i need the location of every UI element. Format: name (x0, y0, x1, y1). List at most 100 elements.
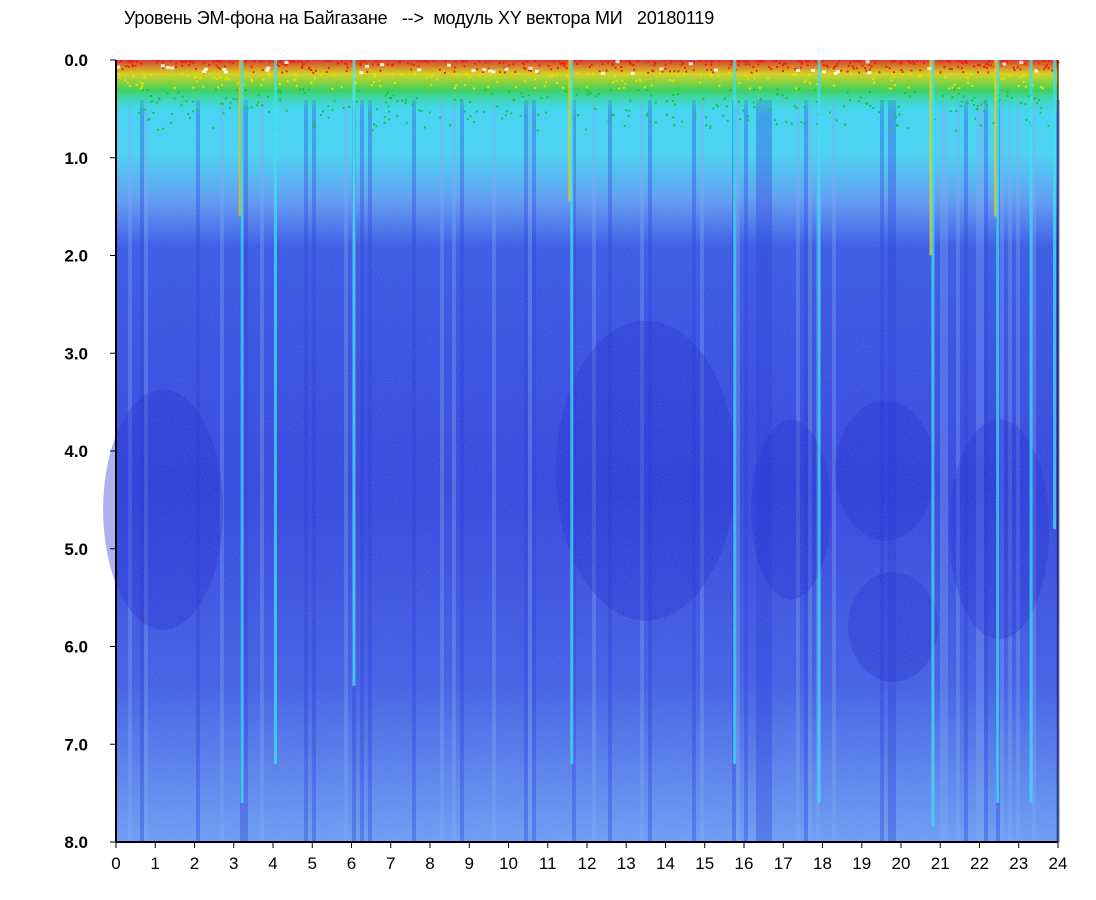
x-tick-label: 23 (1009, 854, 1028, 873)
heatmap-hot-pixel (614, 75, 617, 78)
heatmap-hot-pixel (718, 84, 721, 87)
y-tick-label: 7.0 (64, 735, 88, 754)
heatmap-hot-pixel (327, 116, 330, 119)
heatmap-hot-pixel (600, 60, 603, 63)
heatmap-hot-pixel (546, 60, 549, 62)
heatmap-hot-pixel (469, 115, 472, 118)
heatmap-hot-pixel (1017, 85, 1020, 87)
heatmap-hot-pixel (250, 78, 253, 81)
heatmap-hot-pixel (963, 60, 966, 63)
heatmap-hot-pixel (969, 72, 972, 75)
heatmap-hot-pixel (894, 60, 896, 63)
heatmap-hot-pixel (525, 60, 528, 63)
heatmap-hot-pixel (140, 62, 143, 65)
heatmap-fleck (528, 66, 533, 70)
heatmap-hot-pixel (949, 110, 952, 113)
x-tick-label: 22 (970, 854, 989, 873)
heatmap-hot-pixel (348, 106, 351, 108)
heatmap-hot-pixel (1044, 66, 1047, 68)
heatmap-hot-pixel (888, 121, 891, 124)
heatmap-hot-pixel (306, 60, 309, 63)
heatmap-hot-pixel (224, 65, 227, 68)
heatmap-hot-pixel (188, 64, 191, 67)
heatmap-hot-pixel (199, 77, 202, 79)
heatmap-hot-pixel (749, 74, 752, 77)
heatmap-hot-pixel (799, 60, 801, 63)
heatmap-hot-pixel (293, 60, 296, 63)
heatmap-hot-pixel (156, 101, 158, 104)
heatmap-hot-pixel (329, 60, 332, 62)
heatmap-hot-pixel (150, 100, 153, 103)
heatmap-hot-pixel (521, 61, 524, 64)
heatmap-hot-pixel (919, 74, 922, 77)
heatmap-hot-pixel (152, 112, 155, 114)
heatmap-hot-pixel (948, 87, 951, 90)
heatmap-streak (1053, 60, 1057, 530)
heatmap-hot-pixel (484, 61, 487, 64)
heatmap-hot-pixel (803, 122, 806, 125)
heatmap-hot-pixel (394, 82, 396, 84)
heatmap-hot-pixel (712, 71, 715, 74)
heatmap-hot-pixel (299, 88, 301, 91)
heatmap-hot-pixel (565, 90, 568, 93)
heatmap-hot-pixel (890, 79, 893, 82)
heatmap-streak (994, 60, 998, 217)
heatmap-hot-pixel (132, 75, 135, 78)
heatmap-hot-pixel (787, 66, 790, 69)
heatmap-hot-pixel (699, 60, 702, 62)
heatmap-hot-pixel (747, 115, 750, 118)
heatmap-hot-pixel (219, 77, 222, 79)
heatmap-hot-pixel (709, 125, 712, 128)
heatmap-hot-pixel (141, 89, 144, 92)
heatmap-hot-pixel (586, 73, 589, 76)
heatmap-hot-pixel (768, 66, 771, 69)
heatmap-hot-pixel (428, 111, 431, 114)
heatmap-hot-pixel (416, 60, 419, 63)
heatmap-hot-pixel (712, 107, 715, 110)
heatmap-hot-pixel (217, 66, 219, 69)
heatmap-hot-pixel (195, 76, 198, 79)
heatmap-hot-pixel (728, 67, 731, 70)
heatmap-hot-pixel (129, 61, 132, 64)
heatmap-hot-pixel (413, 64, 415, 66)
heatmap-hot-pixel (533, 60, 536, 62)
heatmap-hot-pixel (505, 110, 508, 113)
heatmap-hot-pixel (916, 60, 919, 63)
heatmap-hot-pixel (900, 69, 903, 71)
heatmap-hot-pixel (800, 66, 802, 69)
heatmap-hot-pixel (1037, 62, 1040, 65)
heatmap-hot-pixel (1033, 97, 1036, 100)
heatmap-hot-pixel (980, 103, 983, 106)
heatmap-hot-pixel (664, 63, 667, 66)
heatmap-hot-pixel (868, 91, 871, 93)
heatmap-hot-pixel (336, 62, 339, 65)
heatmap-hot-pixel (700, 73, 702, 76)
heatmap-hot-pixel (487, 60, 490, 63)
heatmap-hot-pixel (624, 82, 627, 85)
heatmap-fleck (1034, 69, 1039, 73)
heatmap-hot-pixel (856, 60, 859, 63)
heatmap-fleck (615, 60, 620, 64)
heatmap-hot-pixel (388, 96, 391, 99)
heatmap-hot-pixel (743, 60, 746, 63)
heatmap-hot-pixel (851, 65, 854, 68)
heatmap-hot-pixel (279, 98, 282, 101)
y-tick-label: 6.0 (64, 638, 88, 657)
heatmap-hot-pixel (672, 80, 675, 83)
heatmap-hot-pixel (897, 105, 900, 108)
heatmap-hot-pixel (417, 65, 420, 68)
heatmap-hot-pixel (558, 60, 561, 63)
heatmap-hot-pixel (868, 63, 871, 66)
heatmap-hot-pixel (730, 60, 733, 63)
heatmap-hot-pixel (387, 105, 390, 108)
heatmap-hot-pixel (374, 75, 377, 78)
heatmap-fleck (223, 70, 228, 74)
heatmap-hot-pixel (776, 65, 778, 68)
heatmap-hot-pixel (872, 106, 875, 109)
heatmap-hot-pixel (391, 73, 394, 76)
heatmap-hot-pixel (375, 108, 378, 111)
heatmap-hot-pixel (848, 99, 851, 102)
heatmap-hot-pixel (457, 73, 460, 76)
heatmap-hot-pixel (184, 60, 187, 62)
heatmap-hot-pixel (888, 87, 891, 90)
